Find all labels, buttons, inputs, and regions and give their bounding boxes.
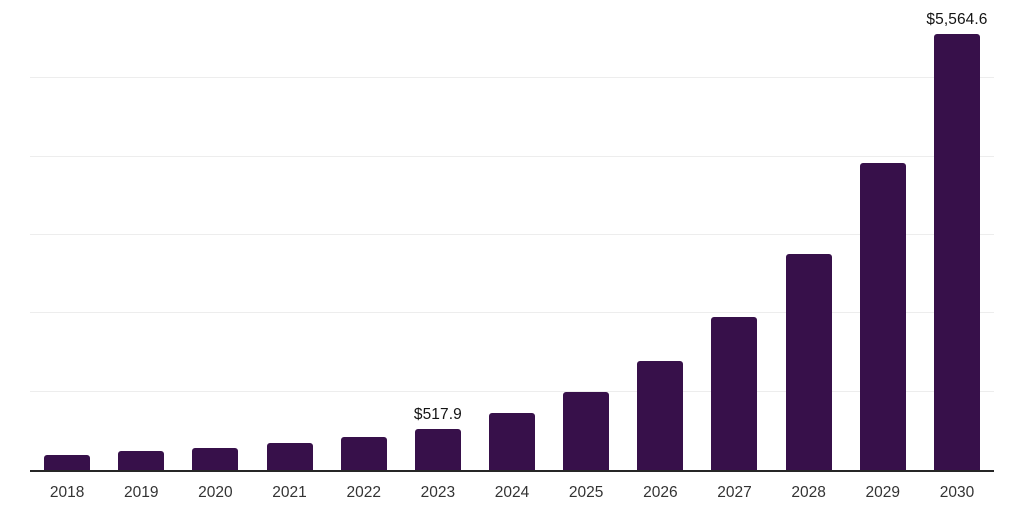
bar-column-2028 [772, 0, 846, 470]
bar-2028 [785, 253, 832, 470]
x-tick-2024: 2024 [494, 484, 530, 501]
x-tick-2019: 2019 [123, 484, 159, 501]
bar-column-2022 [327, 0, 401, 470]
bar-column-2024 [475, 0, 549, 470]
bar-column-2026 [623, 0, 697, 470]
bar-2025 [563, 392, 610, 470]
bar-2018 [44, 455, 91, 470]
plot-area: $517.9 $5,564.6 [30, 0, 994, 470]
bar-2026 [637, 361, 684, 470]
x-axis-tick-labels: 2018 2019 2020 2021 2022 2023 2024 2025 2026 2027… [30, 484, 994, 502]
bar-column-2019 [104, 0, 178, 470]
gridline-5000 [30, 77, 994, 79]
x-tick-2027: 2027 [717, 484, 752, 501]
x-axis-line [30, 470, 994, 472]
bar-column-2027 [697, 0, 771, 470]
gridline-2000 [30, 312, 994, 314]
bar-column-2020 [178, 0, 252, 470]
bar-column-2029 [846, 0, 920, 470]
x-tick-2021: 2021 [272, 484, 307, 501]
bar-value-label-2023: $517.9 [413, 406, 462, 424]
x-tick-2022: 2022 [346, 484, 381, 501]
x-tick-2020: 2020 [198, 484, 233, 501]
bar-column-2025 [549, 0, 623, 470]
bar-2021 [266, 443, 313, 470]
bar-column-2021 [252, 0, 326, 470]
bar-2022 [340, 437, 387, 470]
bar-column-2018 [30, 0, 104, 470]
bar-2023 [414, 429, 461, 470]
x-tick-2025: 2025 [568, 484, 604, 501]
bar-2029 [859, 162, 906, 470]
x-tick-2029: 2029 [865, 484, 901, 501]
bar-2024 [489, 413, 536, 470]
bar-column-2023: $517.9 [401, 0, 475, 470]
x-tick-2026: 2026 [643, 484, 678, 501]
bar-value-label-2030: $5,564.6 [926, 11, 988, 29]
gridline-4000 [30, 155, 994, 157]
gridline-3000 [30, 234, 994, 235]
x-tick-2023: 2023 [420, 484, 456, 501]
bar-2019 [118, 451, 165, 470]
x-tick-2018: 2018 [49, 484, 85, 501]
bar-2030 [933, 34, 980, 470]
bar-2020 [192, 448, 239, 470]
x-tick-2028: 2028 [791, 484, 826, 501]
bar-2027 [711, 317, 758, 470]
bar-column-2030: $5,564.6 [920, 0, 994, 470]
gridline-1000 [30, 390, 994, 392]
x-tick-2030: 2030 [939, 484, 975, 501]
